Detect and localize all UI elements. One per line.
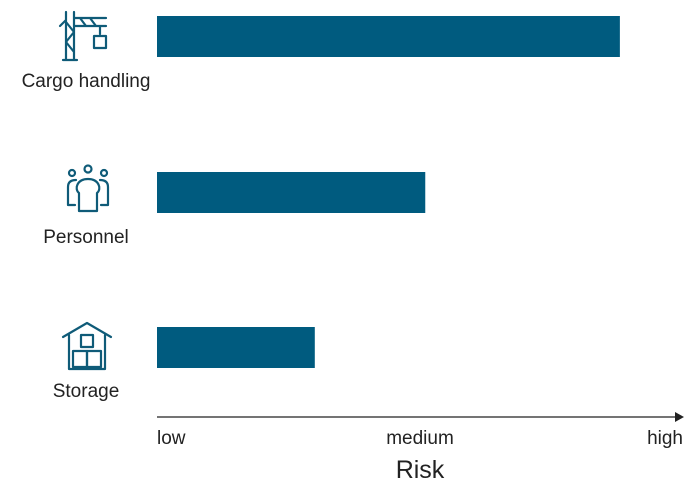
crane-icon — [58, 10, 108, 62]
x-axis-title: Risk — [396, 456, 445, 483]
x-tick-label: medium — [386, 428, 454, 449]
people-icon — [66, 164, 110, 213]
x-tick-label: high — [647, 428, 683, 449]
category-label: Cargo handling — [22, 71, 151, 92]
x-tick-label: low — [157, 428, 186, 449]
bar-storage — [157, 327, 315, 368]
category-label: Storage — [53, 381, 120, 402]
x-tick-labels: low medium high — [157, 428, 683, 449]
category-label: Personnel — [43, 227, 129, 248]
bars-group — [157, 16, 620, 368]
bar-cargo-handling — [157, 16, 620, 57]
warehouse-icon — [61, 321, 113, 371]
category-labels: Cargo handling Personnel Storage — [22, 71, 151, 402]
x-axis-arrowhead — [675, 412, 684, 422]
bar-personnel — [157, 172, 426, 213]
